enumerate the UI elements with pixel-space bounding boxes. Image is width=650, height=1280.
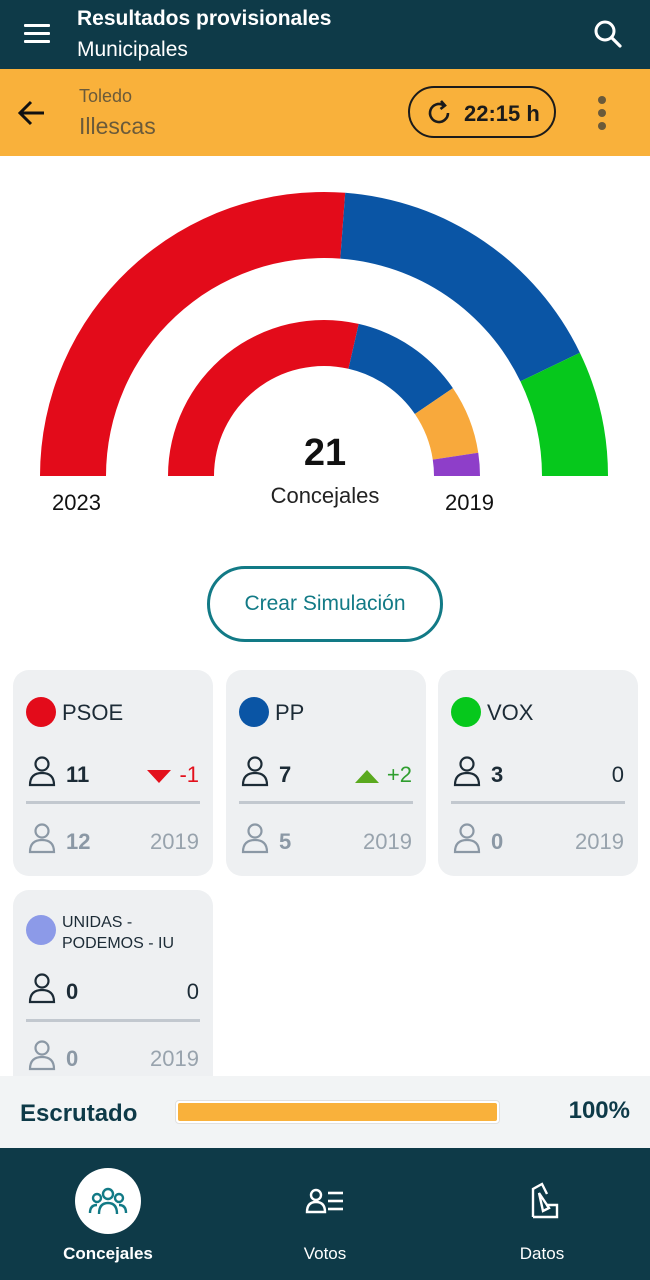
party-name: UNIDAS - PODEMOS - IU bbox=[62, 914, 175, 952]
party-card-pp[interactable]: PP 7 +2 5 2019 bbox=[226, 670, 426, 876]
current-seats: 7 bbox=[279, 762, 292, 787]
bottom-navigation: Concejales Votos Datos bbox=[0, 1148, 650, 1280]
party-color-dot bbox=[26, 915, 56, 945]
person-icon bbox=[453, 756, 481, 787]
scrutiny-progress-fill bbox=[178, 1103, 497, 1121]
scrutiny-bar: Escrutado 100% bbox=[0, 1076, 650, 1148]
update-time: 22:15 h bbox=[464, 101, 540, 126]
nav-label: Votos bbox=[303, 1244, 347, 1263]
previous-year: 2019 bbox=[575, 829, 624, 854]
person-icon bbox=[241, 756, 269, 787]
seat-segment-2019-unidas-podemos-iu bbox=[432, 452, 480, 476]
app-subtitle: Municipales bbox=[77, 38, 188, 61]
up-arrow-icon bbox=[354, 769, 379, 783]
person-icon bbox=[28, 756, 56, 787]
person-icon bbox=[453, 823, 481, 854]
back-arrow-icon[interactable] bbox=[16, 97, 48, 129]
person-icon bbox=[28, 973, 56, 1004]
total-seats: 21 bbox=[303, 432, 347, 474]
province-name: Toledo bbox=[79, 86, 133, 106]
party-color-dot bbox=[26, 697, 56, 727]
person-icon bbox=[28, 823, 56, 854]
votes-list-icon bbox=[305, 1188, 343, 1214]
party-card-vox[interactable]: VOX 3 0 0 2019 bbox=[438, 670, 638, 876]
seat-segment-2023-pp bbox=[340, 192, 580, 382]
seats-hemicycle bbox=[40, 192, 608, 477]
scrutiny-percent: 100% bbox=[568, 1097, 630, 1124]
down-arrow-icon bbox=[147, 769, 172, 783]
location-bar: Toledo Illescas 22:15 h bbox=[0, 69, 650, 156]
nav-votos[interactable]: Votos bbox=[217, 1148, 433, 1280]
seat-change-value: -1 bbox=[179, 762, 199, 787]
seat-segment-2023-vox bbox=[520, 352, 608, 476]
party-color-dot bbox=[451, 697, 481, 727]
previous-seats: 5 bbox=[279, 829, 292, 854]
scrutiny-progress-track bbox=[175, 1100, 500, 1124]
seat-segment-2019-pp bbox=[348, 323, 453, 415]
previous-seats: 0 bbox=[66, 1046, 79, 1071]
nav-concejales[interactable]: Concejales bbox=[0, 1148, 216, 1280]
seat-change: -1 bbox=[147, 762, 199, 788]
seat-change-value: 0 bbox=[611, 762, 624, 787]
seat-segment-2023-psoe bbox=[40, 192, 346, 477]
nav-label: Datos bbox=[519, 1244, 565, 1263]
nav-label: Concejales bbox=[63, 1244, 153, 1263]
nav-datos[interactable]: Datos bbox=[434, 1148, 650, 1280]
seat-change-value: 0 bbox=[186, 979, 199, 1004]
current-seats: 3 bbox=[491, 762, 504, 787]
divider bbox=[239, 801, 413, 804]
divider bbox=[26, 801, 200, 804]
divider bbox=[451, 801, 625, 804]
divider bbox=[26, 1019, 200, 1022]
party-name: VOX bbox=[487, 700, 534, 725]
party-name: PP bbox=[275, 700, 305, 725]
seat-segment-2019-cs bbox=[414, 388, 479, 460]
current-seats: 11 bbox=[66, 762, 90, 787]
party-card-unidas-podemos-iu[interactable]: UNIDAS - PODEMOS - IU 0 0 0 2019 bbox=[13, 890, 213, 1076]
person-icon bbox=[28, 1040, 56, 1071]
total-seats-label: Concejales bbox=[270, 483, 380, 508]
seat-change: +2 bbox=[354, 762, 412, 788]
refresh-icon bbox=[428, 100, 450, 124]
current-seats: 0 bbox=[66, 979, 79, 1004]
search-icon[interactable] bbox=[592, 18, 624, 50]
outer-ring-year: 2023 bbox=[52, 490, 101, 515]
previous-year: 2019 bbox=[150, 829, 199, 854]
party-name: PSOE bbox=[62, 700, 124, 725]
create-simulation-button[interactable]: Crear Simulación bbox=[207, 566, 443, 642]
previous-seats: 12 bbox=[66, 829, 91, 854]
town-name: Illescas bbox=[79, 113, 156, 139]
previous-seats: 0 bbox=[491, 829, 504, 854]
previous-year: 2019 bbox=[150, 1046, 199, 1071]
seat-segment-2019-psoe bbox=[168, 319, 359, 476]
menu-icon[interactable] bbox=[22, 22, 52, 46]
person-icon bbox=[241, 823, 269, 854]
previous-year: 2019 bbox=[363, 829, 412, 854]
party-card-psoe[interactable]: PSOE 11 -1 12 2019 bbox=[13, 670, 213, 876]
inner-ring-year: 2019 bbox=[445, 490, 494, 515]
seat-change-value: +2 bbox=[386, 762, 412, 787]
active-indicator bbox=[75, 1168, 141, 1234]
party-color-dot bbox=[239, 697, 269, 727]
seats-chart: 21 Concejales 2023 2019 bbox=[0, 156, 650, 526]
app-bar: Resultados provisionales Municipales bbox=[0, 0, 650, 69]
refresh-time-button[interactable]: 22:15 h bbox=[408, 86, 556, 138]
people-icon bbox=[88, 1187, 128, 1215]
more-options-icon[interactable] bbox=[586, 95, 618, 131]
app-title: Resultados provisionales bbox=[77, 7, 332, 30]
scrutiny-label: Escrutado bbox=[20, 1100, 138, 1127]
ballot-box-icon bbox=[531, 1182, 559, 1219]
